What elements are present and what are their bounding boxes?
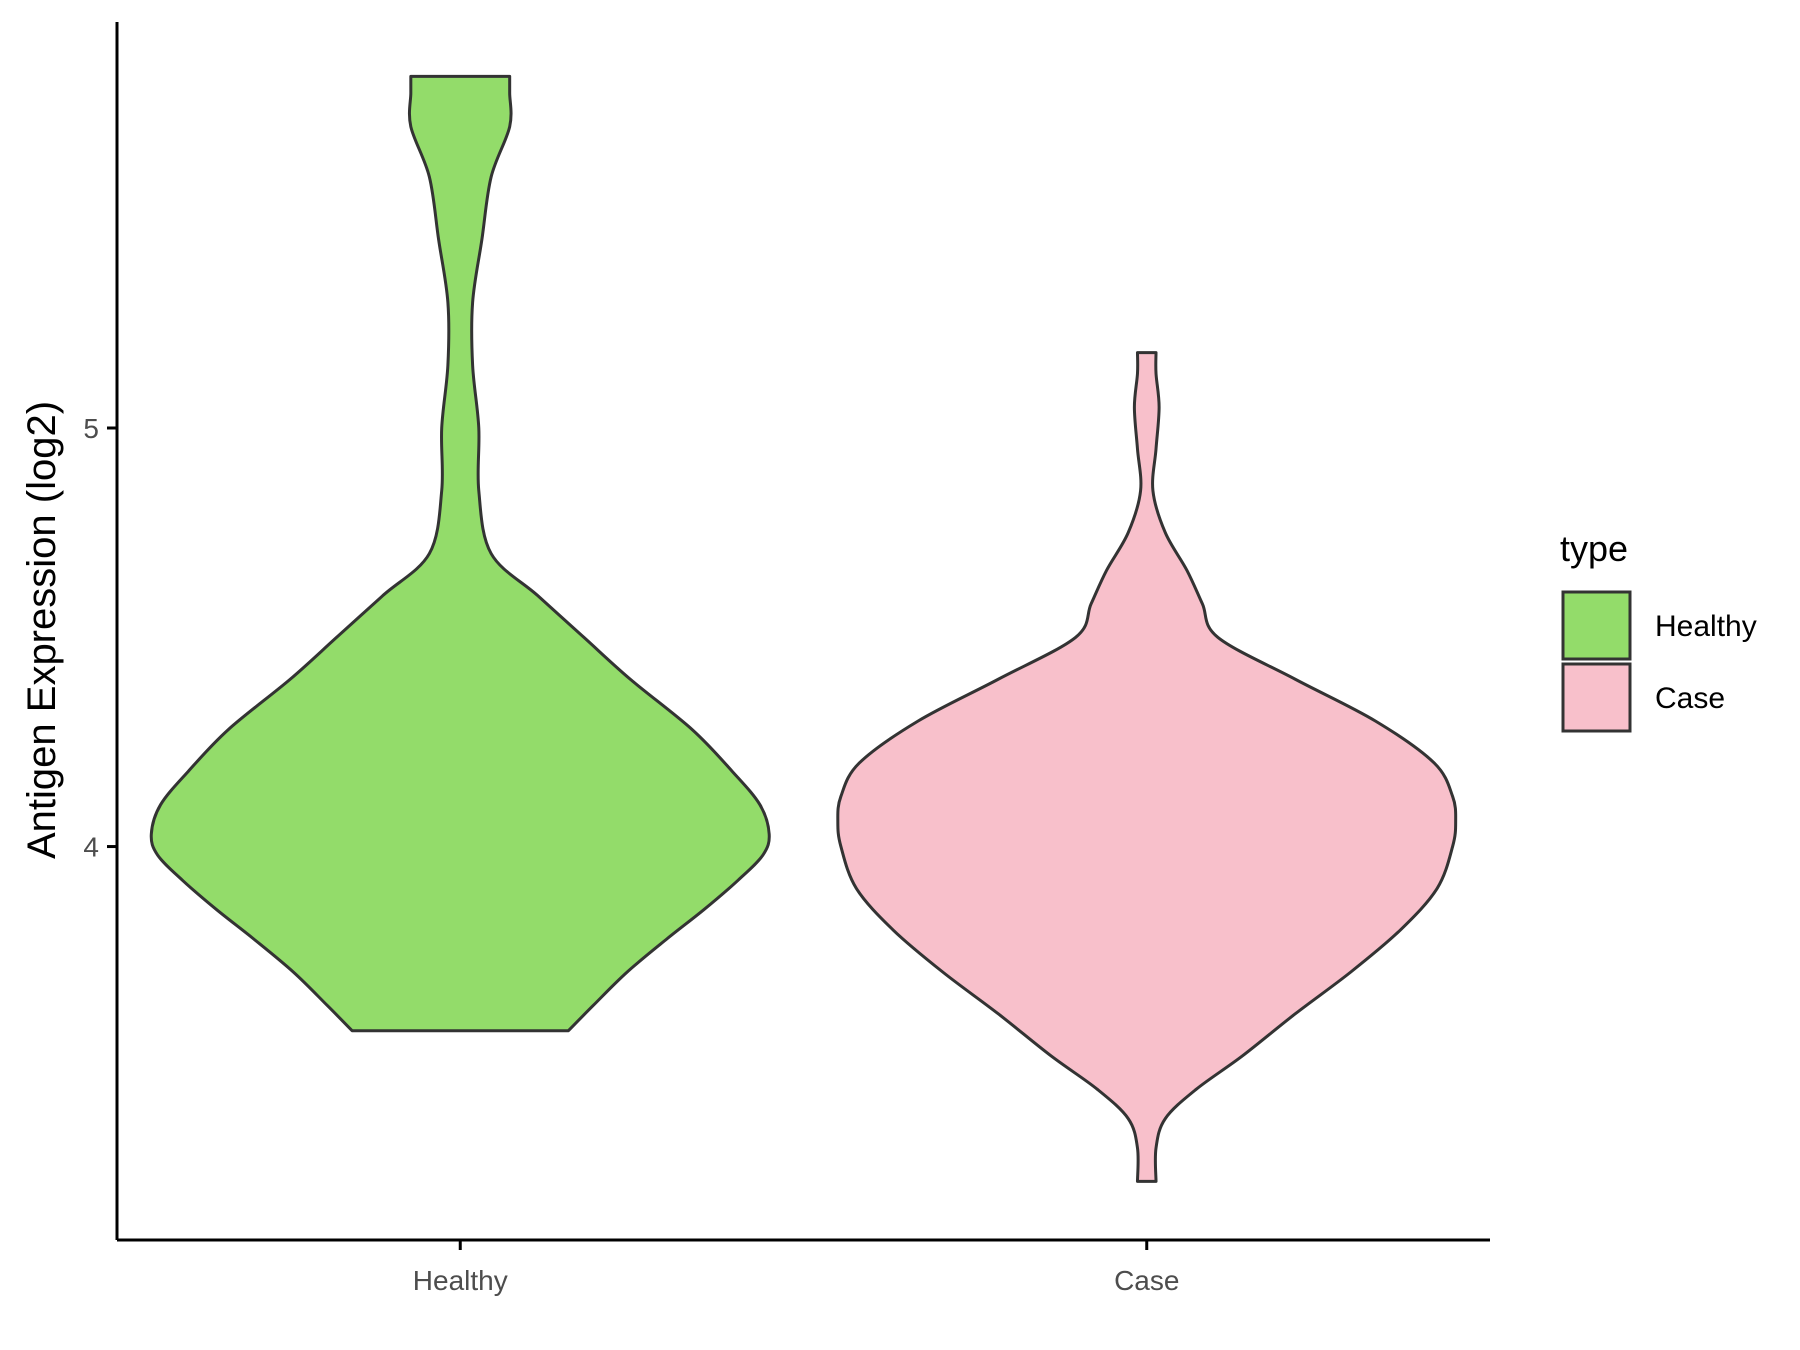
x-axis-ticks: Healthy Case	[413, 1240, 1179, 1296]
violin-case	[836, 351, 1458, 1183]
legend-label-case: Case	[1655, 682, 1725, 715]
y-axis-ticks: 45	[83, 413, 117, 863]
y-tick-label: 4	[83, 832, 99, 863]
legend-key-case	[1561, 662, 1632, 733]
legend-title: type	[1560, 528, 1628, 569]
violins-layer	[149, 74, 1458, 1183]
y-tick-label: 5	[83, 413, 99, 444]
x-tick-label: Healthy	[413, 1265, 508, 1296]
legend-key-healthy	[1561, 590, 1632, 661]
violin-healthy	[149, 74, 771, 1033]
y-axis-title: Antigen Expression (log2)	[20, 401, 64, 859]
legend-label-healthy: Healthy	[1655, 610, 1757, 643]
x-tick-label: Case	[1114, 1265, 1179, 1296]
legend: type Healthy Case	[1560, 528, 1757, 733]
